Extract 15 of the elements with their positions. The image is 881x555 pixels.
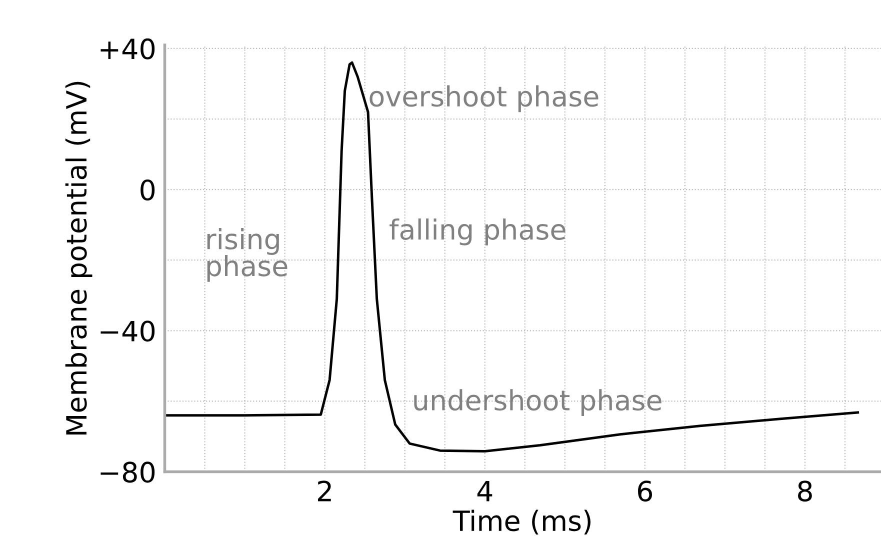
line-series xyxy=(164,61,860,453)
annotation: rising phase xyxy=(207,228,288,282)
y-tick-label: −40 xyxy=(100,320,155,342)
y-tick-label: 0 xyxy=(140,180,155,201)
x-tick-label: 2 xyxy=(318,480,331,502)
y-tick-label: +40 xyxy=(100,38,155,60)
y-axis-title: Membrane potential (mV) xyxy=(65,82,92,435)
x-axis-title: Time (ms) xyxy=(452,510,590,535)
x-tick-label: 8 xyxy=(798,480,812,502)
x-tick-label: 4 xyxy=(477,480,492,502)
annotation: overshoot phase xyxy=(370,85,598,112)
x-tick-label: 6 xyxy=(638,480,652,502)
annotation: falling phase xyxy=(390,218,566,246)
y-tick-label: −80 xyxy=(100,462,155,483)
annotation: undershoot phase xyxy=(414,389,662,416)
